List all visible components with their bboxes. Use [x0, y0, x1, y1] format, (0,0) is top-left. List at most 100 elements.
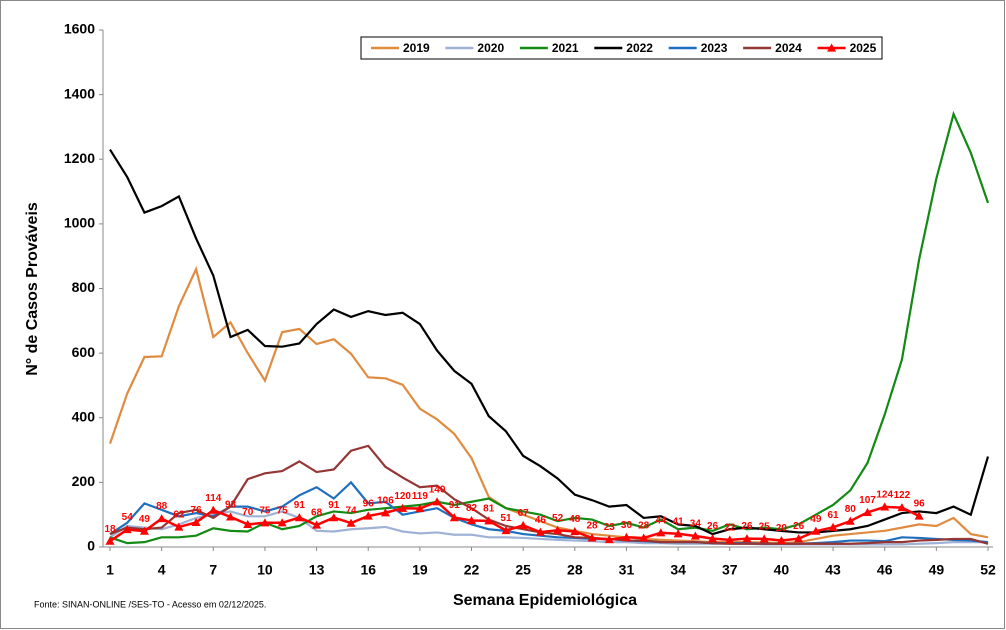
point-marker [277, 518, 287, 527]
data-label: 91 [449, 500, 461, 511]
point-marker [535, 527, 545, 536]
point-marker [845, 516, 855, 525]
y-tick-label: 1200 [64, 150, 95, 166]
data-label: 68 [311, 508, 323, 519]
x-tick-label: 46 [877, 562, 893, 578]
point-marker [260, 518, 270, 527]
data-label: 91 [328, 500, 340, 511]
point-marker [656, 528, 666, 537]
point-marker [811, 526, 821, 535]
point-marker [742, 534, 752, 543]
data-label: 93 [225, 500, 237, 511]
point-marker [518, 520, 528, 529]
x-tick-label: 7 [209, 562, 217, 578]
data-label: 30 [621, 520, 633, 531]
point-marker [501, 526, 511, 535]
legend-label: 2021 [552, 41, 579, 55]
data-label: 34 [690, 519, 702, 530]
point-marker [294, 513, 304, 522]
point-marker [380, 508, 390, 517]
y-axis-label: N° de Casos Prováveis [24, 202, 41, 376]
y-tick-label: 200 [72, 473, 96, 489]
x-tick-label: 40 [774, 562, 790, 578]
data-label: 91 [294, 500, 306, 511]
data-label: 120 [394, 491, 411, 502]
data-label: 119 [412, 491, 429, 502]
data-label: 106 [377, 495, 394, 506]
point-marker [708, 534, 718, 543]
data-label: 96 [914, 499, 926, 510]
point-marker [208, 505, 218, 514]
point-marker [862, 507, 872, 517]
data-label: 49 [139, 514, 151, 525]
data-label: 26 [741, 521, 753, 532]
x-tick-label: 13 [309, 562, 325, 578]
point-marker [243, 519, 253, 528]
data-label: 122 [894, 490, 911, 501]
x-tick-label: 31 [619, 562, 635, 578]
y-tick-label: 800 [72, 279, 96, 295]
data-label: 26 [793, 521, 805, 532]
data-label: 54 [122, 512, 134, 523]
point-marker [122, 525, 132, 534]
data-label: 114 [205, 493, 222, 504]
point-marker [415, 504, 425, 513]
point-marker [673, 529, 683, 538]
data-label: 70 [242, 507, 254, 518]
x-tick-label: 16 [360, 562, 376, 578]
series-line [109, 480, 989, 545]
point-marker [914, 511, 924, 520]
data-label: 48 [569, 514, 581, 525]
data-label: 26 [707, 521, 719, 532]
point-marker [690, 531, 700, 540]
y-tick-label: 400 [72, 408, 96, 424]
series-line [109, 148, 990, 536]
point-marker [312, 520, 322, 529]
data-label: 18 [104, 524, 116, 535]
x-tick-label: 4 [158, 562, 166, 578]
point-marker [587, 533, 597, 542]
x-tick-label: 37 [722, 562, 738, 578]
point-marker [604, 535, 614, 544]
x-tick-label: 28 [567, 562, 583, 578]
data-label: 88 [156, 501, 168, 512]
point-marker [449, 513, 459, 522]
point-marker [467, 516, 477, 525]
legend-label: 2019 [403, 41, 430, 55]
data-label: 22 [724, 523, 736, 534]
data-label: 107 [859, 495, 876, 506]
legend-label: 2022 [626, 41, 653, 55]
data-label: 82 [466, 503, 478, 514]
series-line [108, 265, 989, 545]
data-label: 75 [259, 505, 271, 516]
data-label: 46 [535, 515, 547, 526]
point-marker [329, 513, 339, 522]
x-tick-label: 1 [106, 562, 114, 578]
data-label: 20 [776, 523, 788, 534]
point-marker [570, 526, 580, 536]
point-marker [174, 522, 184, 531]
y-tick-label: 1000 [64, 215, 95, 231]
point-marker [880, 502, 890, 511]
y-tick-label: 600 [72, 344, 96, 360]
x-tick-label: 22 [464, 562, 480, 578]
y-tick-label: 0 [87, 538, 95, 554]
data-label: 28 [586, 521, 598, 532]
data-label: 44 [655, 515, 667, 526]
x-axis-label: Semana Epidemiológica [453, 592, 637, 609]
data-label: 96 [363, 499, 375, 510]
data-label: 25 [759, 522, 771, 533]
data-label: 49 [810, 514, 822, 525]
point-marker [621, 532, 631, 541]
x-tick-label: 34 [670, 562, 686, 578]
data-label: 80 [845, 504, 857, 515]
data-label: 52 [552, 513, 564, 524]
data-label: 62 [173, 510, 185, 521]
data-label: 74 [345, 506, 357, 517]
legend-label: 2024 [775, 41, 802, 55]
point-marker [191, 517, 201, 527]
y-tick-label: 1600 [64, 21, 95, 37]
data-label: 28 [638, 521, 650, 532]
point-marker [794, 534, 804, 543]
